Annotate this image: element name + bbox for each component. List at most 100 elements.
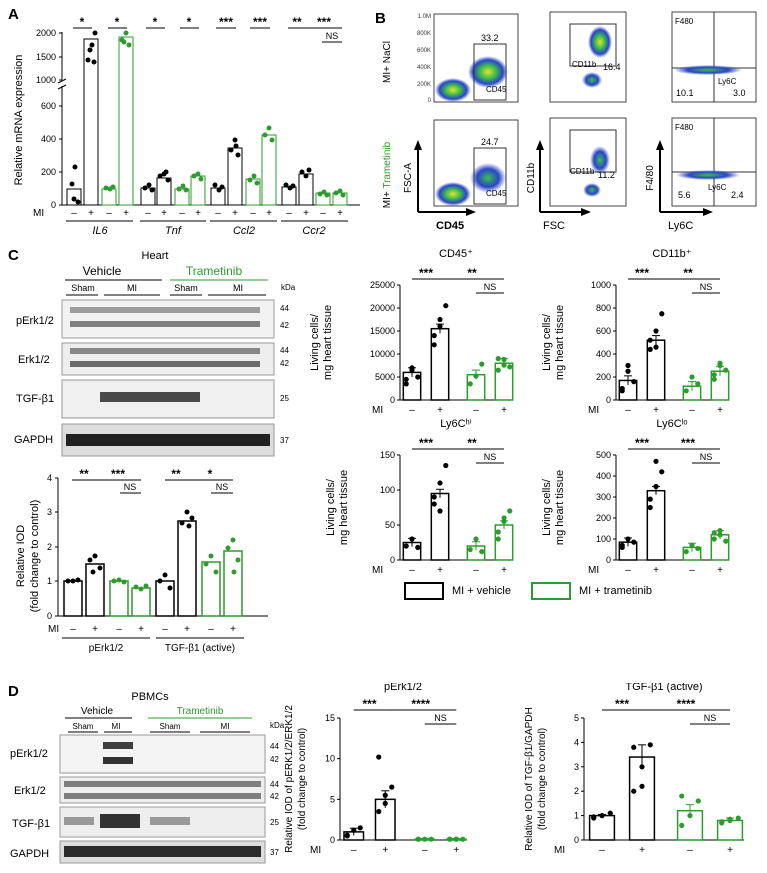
chart-ytick: 300 bbox=[596, 492, 611, 502]
flow-xlabel: Ly6C bbox=[668, 220, 693, 232]
panel-a-ytick: 1500 bbox=[36, 52, 56, 62]
sig-label: * bbox=[80, 15, 85, 29]
mi-minus: – bbox=[286, 208, 292, 219]
sig-label: *** bbox=[219, 15, 233, 29]
chart-point bbox=[679, 822, 685, 828]
sig-label: *** bbox=[615, 697, 629, 711]
mi-sign: – bbox=[687, 845, 693, 856]
chart-point bbox=[619, 388, 625, 394]
blot-size: 25 bbox=[270, 818, 279, 827]
chart-point bbox=[683, 388, 689, 394]
chart-point bbox=[727, 816, 733, 822]
chart-point bbox=[659, 311, 665, 317]
blot-size: 37 bbox=[280, 436, 289, 445]
mi-sign: – bbox=[351, 845, 357, 856]
chart-ylabel: (fold change to control) bbox=[297, 728, 308, 830]
blot-size: 42 bbox=[270, 755, 279, 764]
chart-point bbox=[647, 496, 653, 502]
chart-point bbox=[639, 783, 645, 789]
legend-label-trametinib: MI + trametinib bbox=[579, 585, 653, 597]
chart-point bbox=[723, 367, 729, 373]
chart-point bbox=[495, 367, 501, 373]
flow-cluster bbox=[435, 78, 471, 102]
blot-sham-label: Sham bbox=[73, 722, 94, 731]
chart-point bbox=[382, 800, 388, 806]
sig-label: *** bbox=[362, 697, 376, 711]
chart-C-CD45: CD45⁺ Living cells/mg heart tissue 25000 20… bbox=[309, 248, 514, 416]
flow-axis-arrowhead bbox=[581, 208, 591, 216]
mi-sign: + bbox=[437, 405, 443, 416]
panel-a-axis-break bbox=[57, 78, 67, 84]
mi-plus: + bbox=[184, 624, 190, 635]
sig-label: *** bbox=[419, 266, 433, 280]
mi-plus: + bbox=[266, 208, 272, 219]
mi-minus: – bbox=[162, 624, 168, 635]
mi-sign: + bbox=[437, 565, 443, 576]
chart-point bbox=[711, 372, 717, 378]
chart-point bbox=[431, 333, 437, 339]
chart-point bbox=[403, 381, 409, 387]
sig-label: *** bbox=[635, 266, 649, 280]
flow-ytick: 800K bbox=[417, 31, 431, 37]
chart-ytick: 600 bbox=[596, 326, 611, 336]
chart-point bbox=[431, 501, 437, 507]
blot-sham-label: Sham bbox=[160, 722, 181, 731]
blot-title: Heart bbox=[142, 250, 169, 262]
sig-label: NS bbox=[124, 482, 137, 492]
chart-ytick: 4 bbox=[574, 737, 579, 747]
chart-point bbox=[687, 813, 693, 819]
chart-point bbox=[437, 508, 443, 514]
blot-title: PBMCs bbox=[131, 691, 169, 703]
flow-cluster bbox=[435, 182, 471, 206]
mi-sign: – bbox=[599, 845, 605, 856]
panel-a-ytick: 2000 bbox=[36, 28, 56, 38]
bar-ccr2-vehicle-mi bbox=[298, 173, 314, 206]
chart-title: Ly6Cˡᵒ bbox=[656, 418, 687, 430]
sig-label: **** bbox=[677, 697, 696, 711]
sig-label: NS bbox=[216, 482, 229, 492]
sig-label: *** bbox=[317, 15, 331, 29]
blot-group-trametinib: Trametinib bbox=[186, 264, 243, 278]
chart-point bbox=[403, 376, 409, 382]
bar-il6-tram-mi bbox=[118, 36, 134, 206]
mi-sign: – bbox=[689, 565, 695, 576]
chart-point bbox=[695, 545, 701, 552]
mi-plus: + bbox=[161, 208, 167, 219]
chart-bar bbox=[430, 327, 450, 401]
mi-minus: – bbox=[208, 624, 214, 635]
chart-point bbox=[344, 832, 350, 838]
flow-xlabel: CD45 bbox=[436, 220, 464, 232]
flow-quadrant-value: 10.1 bbox=[676, 88, 694, 98]
mi-minus: – bbox=[320, 208, 326, 219]
chart-point bbox=[409, 365, 415, 371]
bar-iod-perk-vehicle-mi bbox=[85, 563, 105, 617]
flow-gate-label: CD11b bbox=[572, 60, 597, 69]
blot-size: 37 bbox=[270, 848, 279, 857]
flow-gate-label: CD45 bbox=[486, 85, 507, 94]
mi-label: MI bbox=[372, 565, 383, 576]
flow-gate-value: 24.7 bbox=[481, 137, 499, 147]
chart-point bbox=[479, 549, 485, 555]
blot-group-trametinib: Trametinib bbox=[177, 706, 224, 717]
chart-ytick: 0 bbox=[606, 395, 611, 405]
flow-quadrant-value: 2.4 bbox=[731, 190, 744, 200]
flow-gate-label: CD11b bbox=[570, 167, 595, 176]
flow-gate bbox=[569, 23, 617, 67]
gene-label: IL6 bbox=[92, 225, 108, 237]
legend-swatch-trametinib bbox=[531, 582, 571, 600]
sig-label: **** bbox=[411, 697, 430, 711]
mi-sign: + bbox=[501, 405, 507, 416]
bar-iod-tgf-vehicle-sham bbox=[155, 580, 175, 617]
chart-ytick: 150 bbox=[380, 450, 395, 460]
iod-ytick: 1 bbox=[47, 576, 52, 586]
mi-label: MI bbox=[33, 208, 44, 219]
flow-ytick: 200K bbox=[417, 82, 431, 88]
chart-point bbox=[647, 337, 653, 343]
panel-letter-c: C bbox=[8, 247, 19, 264]
mi-label: MI bbox=[310, 845, 321, 856]
flow-gate-value: 33.2 bbox=[481, 33, 499, 43]
chart-point bbox=[619, 542, 625, 548]
chart-point bbox=[501, 518, 507, 525]
chart-point bbox=[647, 346, 653, 352]
chart-point bbox=[631, 788, 637, 794]
